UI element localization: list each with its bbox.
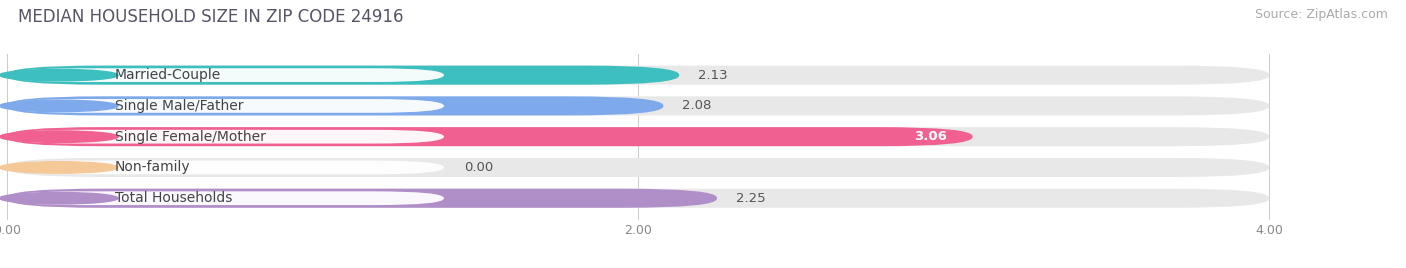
FancyBboxPatch shape (8, 68, 444, 82)
Text: Non-family: Non-family (115, 161, 191, 174)
Text: Married-Couple: Married-Couple (115, 68, 221, 82)
Text: Single Female/Mother: Single Female/Mother (115, 130, 266, 144)
Text: Single Male/Father: Single Male/Father (115, 99, 243, 113)
Text: 3.06: 3.06 (914, 130, 948, 143)
FancyBboxPatch shape (8, 191, 444, 205)
FancyBboxPatch shape (7, 66, 1270, 85)
Text: 2.08: 2.08 (682, 99, 711, 112)
Text: 2.13: 2.13 (697, 69, 728, 82)
FancyBboxPatch shape (7, 66, 679, 85)
Circle shape (0, 192, 118, 204)
Circle shape (0, 100, 118, 112)
Text: Total Households: Total Households (115, 191, 232, 205)
Circle shape (0, 162, 118, 173)
Circle shape (0, 131, 118, 143)
Text: MEDIAN HOUSEHOLD SIZE IN ZIP CODE 24916: MEDIAN HOUSEHOLD SIZE IN ZIP CODE 24916 (18, 8, 404, 26)
FancyBboxPatch shape (8, 130, 444, 144)
FancyBboxPatch shape (7, 127, 1270, 146)
Text: Source: ZipAtlas.com: Source: ZipAtlas.com (1254, 8, 1388, 21)
FancyBboxPatch shape (7, 127, 973, 146)
FancyBboxPatch shape (7, 158, 1270, 177)
FancyBboxPatch shape (7, 189, 1270, 208)
FancyBboxPatch shape (7, 189, 717, 208)
Text: 2.25: 2.25 (735, 192, 765, 205)
FancyBboxPatch shape (7, 96, 1270, 116)
Text: 0.00: 0.00 (464, 161, 494, 174)
Circle shape (0, 69, 118, 81)
FancyBboxPatch shape (8, 99, 444, 113)
FancyBboxPatch shape (7, 96, 664, 116)
FancyBboxPatch shape (8, 161, 444, 174)
